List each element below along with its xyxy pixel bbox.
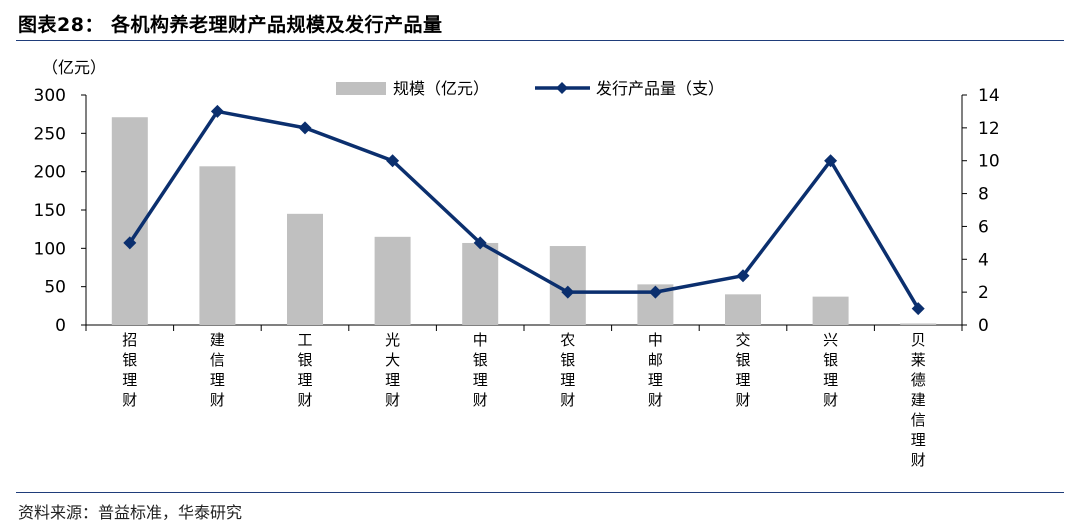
left-tick-label: 100	[34, 239, 66, 259]
right-tick-label: 10	[978, 152, 1000, 172]
category-labels: 招银理财 建信理财 工银理财 光大理财 中银理财 农银理财 中邮理财 交银理财 兴银理财 贝莱德建…	[122, 331, 925, 469]
left-tick-label: 50	[44, 278, 66, 298]
right-tick-label: 14	[978, 86, 1000, 106]
category-label: 兴银理财	[823, 331, 838, 409]
figure-header: 图表28： 各机构养老理财产品规模及发行产品量	[16, 8, 1064, 41]
bar	[199, 166, 236, 325]
right-tick-label: 2	[978, 283, 989, 303]
category-label: 交银理财	[735, 331, 750, 409]
line-path	[128, 109, 920, 310]
footer-divider	[16, 492, 1064, 493]
line-marker	[648, 285, 662, 299]
line-series	[123, 104, 925, 316]
bar	[725, 294, 761, 325]
right-tick-label: 6	[978, 217, 989, 237]
bar	[374, 236, 411, 325]
legend-line-marker	[556, 82, 568, 94]
bar-series	[111, 117, 937, 325]
bar	[900, 323, 937, 325]
legend-bar-swatch	[336, 82, 386, 95]
legend-bar-label: 规模（亿元）	[393, 79, 489, 98]
category-label: 农银理财	[560, 331, 575, 409]
line-marker	[824, 154, 838, 168]
line-marker	[210, 104, 224, 118]
y-left-unit-label: （亿元）	[42, 58, 106, 77]
category-label: 光大理财	[385, 331, 400, 409]
legend-line-label: 发行产品量（支）	[596, 79, 724, 98]
category-label: 中邮理财	[648, 331, 663, 409]
category-label: 招银理财	[122, 331, 137, 409]
line-marker	[473, 236, 487, 250]
line-marker	[386, 154, 400, 168]
line-marker	[911, 302, 925, 316]
left-tick-label: 200	[34, 163, 66, 183]
category-label: 建信理财	[210, 331, 225, 409]
category-label: 中银理财	[473, 331, 488, 409]
bar	[287, 213, 323, 325]
title-divider	[16, 40, 1064, 41]
category-label: 工银理财	[297, 331, 312, 409]
line-marker	[561, 285, 575, 299]
line-marker	[736, 269, 750, 283]
source-note: 资料来源：普益标准，华泰研究	[18, 503, 243, 522]
right-tick-label: 12	[978, 119, 1000, 139]
line-marker	[123, 236, 137, 250]
right-tick-label: 8	[978, 185, 989, 205]
left-tick-label: 250	[34, 124, 66, 144]
figure-title: 图表28： 各机构养老理财产品规模及发行产品量	[18, 14, 443, 36]
left-tick-label: 0	[55, 316, 66, 336]
right-tick-label: 4	[978, 250, 989, 270]
left-tick-label: 150	[34, 201, 66, 221]
category-label: 贝莱德建信理财	[911, 331, 926, 469]
legend: 规模（亿元） 发行产品量（支）	[336, 79, 724, 98]
right-tick-label: 0	[978, 316, 989, 336]
chart-axes: 0 50 100 150 200 250 300 0 2 4 6 8 10 12 14 （亿元）	[34, 58, 1000, 336]
bar	[462, 242, 499, 325]
bar	[111, 117, 148, 325]
line-marker	[298, 121, 312, 135]
bar	[812, 296, 849, 325]
left-tick-label: 300	[34, 86, 66, 106]
